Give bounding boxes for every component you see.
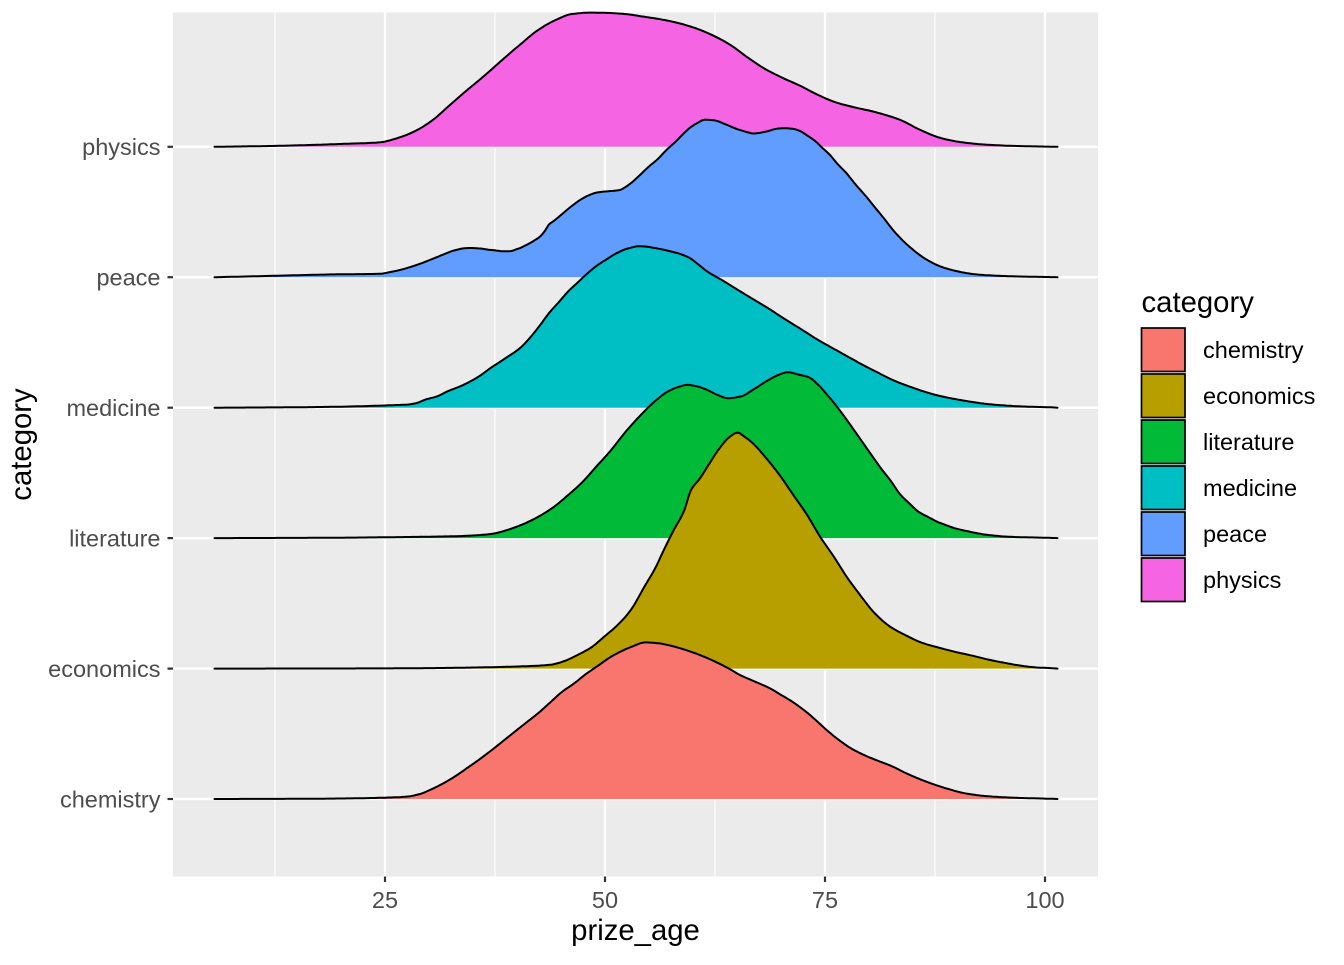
svg-text:category: category xyxy=(1142,286,1255,319)
svg-text:prize_age: prize_age xyxy=(571,914,700,947)
svg-text:physics: physics xyxy=(1203,567,1281,593)
svg-text:peace: peace xyxy=(1203,521,1267,547)
svg-text:economics: economics xyxy=(1203,383,1315,409)
svg-text:chemistry: chemistry xyxy=(60,786,161,812)
svg-text:50: 50 xyxy=(592,887,618,913)
svg-text:75: 75 xyxy=(812,887,838,913)
svg-text:category: category xyxy=(5,388,38,501)
svg-text:literature: literature xyxy=(1203,429,1294,455)
svg-text:economics: economics xyxy=(48,656,160,682)
svg-text:medicine: medicine xyxy=(1203,475,1297,501)
svg-text:25: 25 xyxy=(372,887,398,913)
svg-text:peace: peace xyxy=(96,265,160,291)
svg-text:physics: physics xyxy=(82,134,160,160)
svg-text:chemistry: chemistry xyxy=(1203,337,1304,363)
svg-text:medicine: medicine xyxy=(66,395,160,421)
svg-text:literature: literature xyxy=(69,525,160,551)
svg-text:100: 100 xyxy=(1025,887,1064,913)
